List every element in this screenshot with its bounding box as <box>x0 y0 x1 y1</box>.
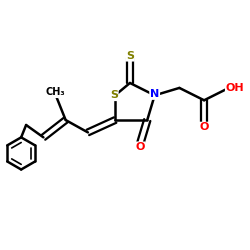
Text: CH₃: CH₃ <box>46 87 66 97</box>
Text: OH: OH <box>226 83 244 93</box>
Text: S: S <box>126 51 134 61</box>
Text: O: O <box>135 142 144 152</box>
Text: N: N <box>150 89 159 99</box>
Text: S: S <box>110 90 118 100</box>
Text: O: O <box>200 122 209 132</box>
